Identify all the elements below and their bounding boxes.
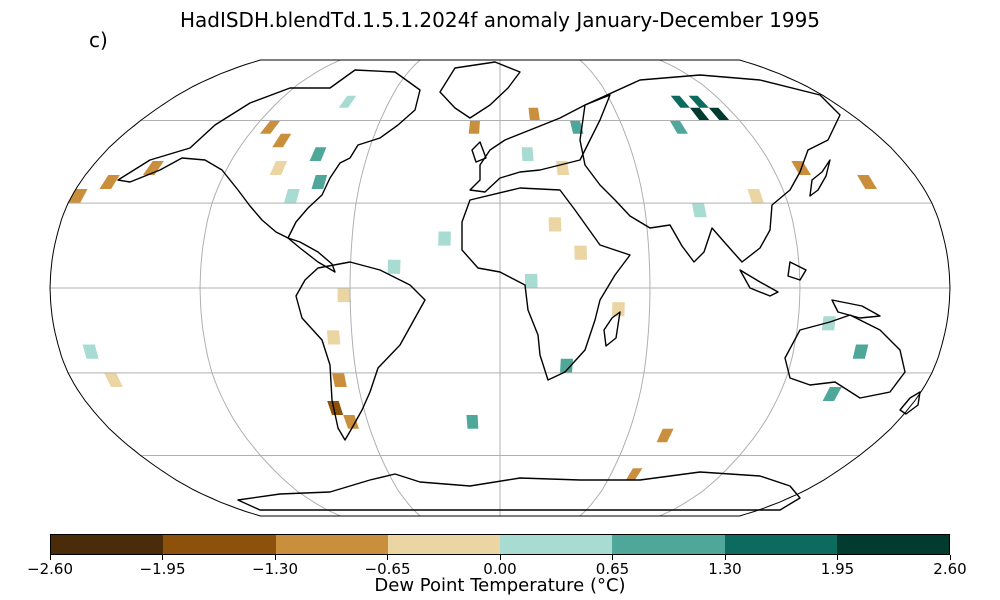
- anomaly-grid-layer: [68, 95, 878, 481]
- anomaly-grid-cell: [708, 107, 730, 121]
- panel-label: c): [89, 28, 108, 52]
- anomaly-grid-cell: [343, 415, 359, 429]
- anomaly-grid-cell: [99, 175, 120, 189]
- world-map: [49, 59, 951, 517]
- colorbar-segment: [500, 535, 613, 554]
- colorbar-tick: [499, 555, 501, 560]
- anomaly-grid-cell: [692, 203, 707, 218]
- colorbar-tick: [724, 555, 726, 560]
- indonesia-coast: [739, 269, 779, 297]
- japan-coast: [809, 159, 831, 197]
- colorbar-tick-label: −0.65: [364, 560, 411, 578]
- borneo-coast: [787, 261, 807, 281]
- anomaly-grid-cell: [525, 273, 538, 288]
- anomaly-grid-cell: [466, 415, 479, 429]
- anomaly-grid-cell: [326, 330, 341, 345]
- antarctica-coast: [237, 471, 801, 511]
- anomaly-grid-cell: [438, 231, 451, 246]
- colorbar-segment: [275, 535, 388, 554]
- anomaly-grid-cell: [387, 259, 401, 274]
- colorbar-segment: [51, 535, 164, 554]
- anomaly-grid-cell: [612, 302, 625, 317]
- graticule-meridian: [659, 60, 801, 516]
- colorbar-segment: [724, 535, 837, 554]
- anomaly-grid-cell: [656, 428, 674, 443]
- colorbar-tick: [949, 555, 951, 560]
- new-zealand-coast: [899, 391, 921, 415]
- anomaly-grid-cell: [68, 189, 88, 204]
- colorbar-tick-label: 1.30: [708, 560, 742, 578]
- anomaly-grid-cell: [284, 189, 300, 204]
- anomaly-grid-cell: [338, 95, 357, 108]
- anomaly-grid-cell: [669, 120, 688, 134]
- anomaly-grid-cell: [272, 133, 292, 148]
- anomaly-grid-cell: [574, 245, 588, 260]
- anomaly-grid-cell: [822, 387, 842, 401]
- colorbar: [50, 534, 950, 555]
- greenland-coast: [439, 61, 521, 119]
- colorbar-tick-label: 0.00: [483, 560, 517, 578]
- colorbar-tick: [837, 555, 838, 560]
- anomaly-grid-cell: [560, 358, 573, 373]
- anomaly-grid-cell: [548, 217, 562, 232]
- graticule: [50, 60, 950, 516]
- asia-coast: [579, 74, 841, 263]
- africa-coast: [461, 187, 631, 381]
- anomaly-grid-cell: [311, 175, 328, 189]
- colorbar-tick: [612, 555, 613, 560]
- anomaly-grid-cell: [104, 372, 123, 387]
- anomaly-grid-cell: [521, 147, 534, 161]
- colorbar-tick-label: −1.95: [139, 560, 186, 578]
- anomaly-grid-cell: [688, 95, 709, 108]
- anomaly-grid-cell: [327, 401, 344, 415]
- map-outline: [49, 59, 951, 517]
- anomaly-grid-cell: [569, 120, 584, 134]
- colorbar-label: Dew Point Temperature (°C): [374, 575, 626, 596]
- coastlines: [117, 61, 921, 511]
- anomaly-grid-cell: [852, 344, 869, 359]
- colorbar-tick-label: 0.65: [595, 560, 630, 578]
- colorbar-tick-label: 1.95: [820, 560, 855, 578]
- anomaly-grid-cell: [337, 288, 351, 303]
- colorbar-tick: [162, 555, 163, 560]
- map-title: HadISDH.blendTd.1.5.1.2024f anomaly Janu…: [179, 8, 821, 32]
- anomaly-grid-cell: [259, 120, 281, 134]
- anomaly-grid-cell: [309, 147, 327, 161]
- anomaly-grid-cell: [857, 175, 878, 189]
- colorbar-segment: [836, 535, 949, 554]
- anomaly-grid-cell: [82, 344, 99, 359]
- colorbar-tick-label: −1.30: [252, 560, 298, 578]
- uk-coast: [471, 141, 487, 163]
- anomaly-grid-cell: [689, 107, 710, 121]
- north-america-coast: [117, 69, 421, 239]
- colorbar-tick-label: 2.60: [933, 560, 967, 578]
- anomaly-grid-cell: [670, 95, 690, 108]
- anomaly-grid-cell: [468, 120, 480, 134]
- graticule-meridian: [579, 60, 651, 516]
- anomaly-grid-cell: [332, 372, 347, 387]
- colorbar-tick-label: −2.60: [27, 560, 73, 578]
- colorbar-tick: [387, 555, 388, 560]
- colorbar-tick: [49, 555, 51, 560]
- central-america-coast: [287, 237, 336, 273]
- anomaly-grid-cell: [821, 316, 836, 331]
- anomaly-grid-cell: [269, 161, 288, 175]
- south-america-coast: [295, 261, 426, 441]
- madagascar-coast: [603, 311, 621, 347]
- australia-coast: [784, 314, 906, 399]
- colorbar-segment: [612, 535, 725, 554]
- anomaly-grid-cell: [528, 107, 540, 121]
- anomaly-grid-cell: [625, 468, 643, 481]
- graticule-meridian: [349, 60, 421, 516]
- anomaly-grid-cell: [747, 189, 764, 204]
- colorbar-segment: [163, 535, 276, 554]
- colorbar-segment: [387, 535, 500, 554]
- anomaly-grid-cell: [142, 161, 164, 175]
- colorbar-tick: [274, 555, 276, 560]
- new-guinea-coast: [831, 299, 881, 319]
- graticule-meridian: [199, 60, 341, 516]
- europe-coast: [469, 94, 611, 193]
